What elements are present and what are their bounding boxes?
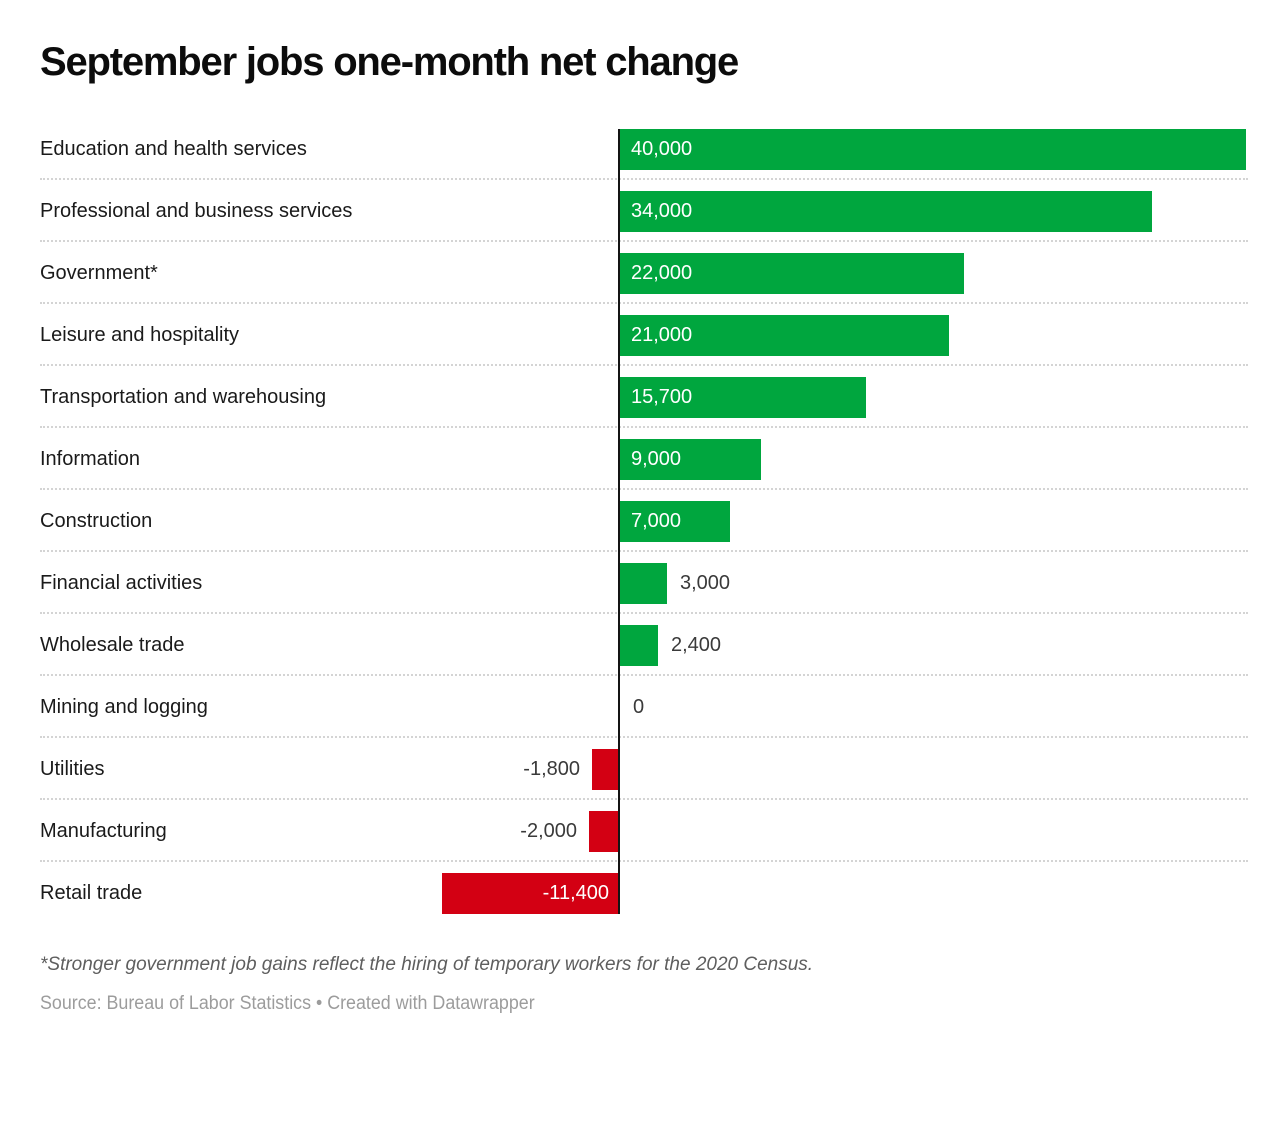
bar-segment[interactable] <box>620 377 866 418</box>
category-label: Government* <box>40 262 158 284</box>
category-label: Wholesale trade <box>40 634 185 656</box>
category-label: Mining and logging <box>40 696 208 718</box>
category-label: Leisure and hospitality <box>40 324 240 346</box>
bar-segment[interactable] <box>620 563 667 604</box>
bar-segment[interactable] <box>589 811 620 852</box>
chart-row: Transportation and warehousing 15,700 <box>40 366 1248 428</box>
footnote: *Stronger government job gains reflect t… <box>40 954 814 975</box>
chart-row: Professional and business services 34,00… <box>40 180 1248 242</box>
category-label: Information <box>40 448 141 470</box>
bar-segment[interactable] <box>620 625 658 666</box>
chart-row: Wholesale trade 2,400 <box>40 614 1248 676</box>
category-label: Financial activities <box>40 572 203 594</box>
bar-segment[interactable] <box>592 749 620 790</box>
chart-row: Information 9,000 <box>40 428 1248 490</box>
value-label: 22,000 <box>631 262 693 284</box>
source-line: Source: Bureau of Labor Statistics • Cre… <box>40 993 535 1014</box>
chart-row: Leisure and hospitality 21,000 <box>40 304 1248 366</box>
category-label: Construction <box>40 510 153 532</box>
value-label: -11,400 <box>542 882 609 904</box>
chart-row: Financial activities 3,000 <box>40 552 1248 614</box>
category-label: Utilities <box>40 758 105 780</box>
chart-row: Utilities -1,800 <box>40 738 1248 800</box>
zero-axis-line <box>618 129 620 914</box>
value-label: 9,000 <box>631 448 682 470</box>
value-label: -2,000 <box>520 820 577 842</box>
value-label: -1,800 <box>523 758 580 780</box>
chart-row: Construction 7,000 <box>40 490 1248 552</box>
value-label: 2,400 <box>671 634 722 656</box>
value-label: 15,700 <box>631 386 693 408</box>
bar-segment[interactable] <box>620 501 730 542</box>
bar-segment[interactable] <box>620 191 1152 232</box>
category-label: Transportation and warehousing <box>40 386 327 408</box>
category-label: Education and health services <box>40 138 307 160</box>
value-label: 40,000 <box>631 138 693 160</box>
chart-row: Manufacturing -2,000 <box>40 800 1248 862</box>
category-label: Retail trade <box>40 882 143 904</box>
bar-segment[interactable] <box>620 439 761 480</box>
chart-row: Education and health services 40,000 <box>40 118 1248 180</box>
category-label: Professional and business services <box>40 200 353 222</box>
chart-title: September jobs one-month net change <box>40 40 739 84</box>
chart-row: Retail trade -11,400 <box>40 862 1248 924</box>
bar-rows: Education and health services 40,000 Pro… <box>40 118 1248 924</box>
value-label: 7,000 <box>631 510 682 532</box>
chart-row: Government* 22,000 <box>40 242 1248 304</box>
category-label: Manufacturing <box>40 820 167 842</box>
bar-segment[interactable] <box>442 873 620 914</box>
bar-segment[interactable] <box>620 253 964 294</box>
chart-row: Mining and logging 0 <box>40 676 1248 738</box>
value-label: 21,000 <box>631 324 693 346</box>
value-label: 3,000 <box>680 572 731 594</box>
bar-segment[interactable] <box>620 129 1246 170</box>
bar-segment[interactable] <box>620 315 949 356</box>
value-label: 34,000 <box>631 200 693 222</box>
value-label: 0 <box>633 696 645 718</box>
